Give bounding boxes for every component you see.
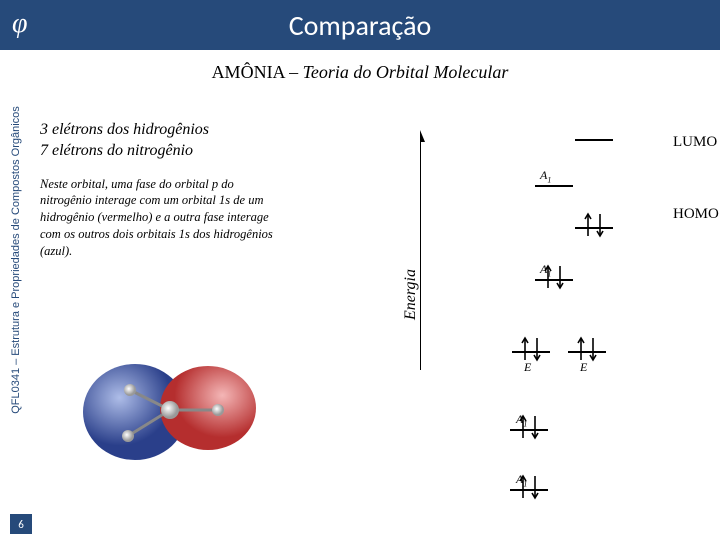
subtitle-italic: Teoria do Orbital Molecular <box>303 62 509 82</box>
energy-axis-arrow <box>420 130 425 370</box>
header: φ Comparação <box>0 0 720 50</box>
mo-level-label: A1 <box>516 412 527 428</box>
mo-diagram: LUMO A1 HOMO A1 E E A1 A1 <box>420 120 720 540</box>
mo-diagram-svg <box>420 120 720 540</box>
header-logo-icon: φ <box>12 8 28 40</box>
orbital-illustration <box>70 340 270 480</box>
homo-label: HOMO <box>673 206 719 223</box>
subtitle: AMÔNIA – Teoria do Orbital Molecular <box>0 62 720 83</box>
mo-level-label: A1 <box>516 472 527 488</box>
lumo-label: LUMO <box>673 134 717 151</box>
mo-level-label: E <box>580 360 587 375</box>
mo-level-label: A1 <box>540 168 551 184</box>
orbital-description-text: Neste orbital, uma fase do orbital p do … <box>40 176 280 260</box>
energy-axis-label: Energia <box>402 269 420 320</box>
subtitle-bold: AMÔNIA <box>212 62 285 82</box>
page-number: 6 <box>10 514 32 534</box>
mo-level-label: E <box>524 360 531 375</box>
course-sidebar-label: QFL0341 – Estrutura e Propriedades de Co… <box>6 80 26 440</box>
page-title: Comparação <box>289 8 432 43</box>
content-area: 3 elétrons dos hidrogênios 7 elétrons do… <box>40 120 710 520</box>
mo-level-label: A1 <box>540 262 551 278</box>
